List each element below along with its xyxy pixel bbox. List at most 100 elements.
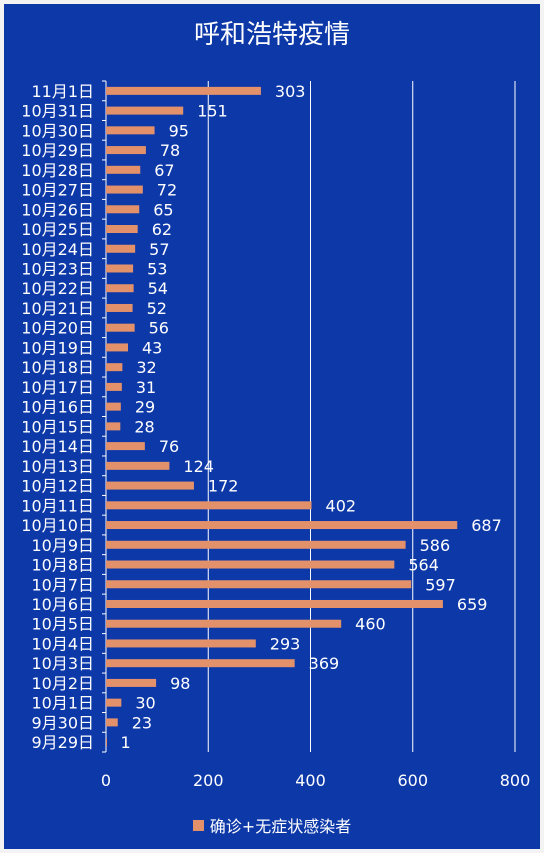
data-label: 293	[270, 634, 301, 653]
y-tick-label: 10月6日	[31, 595, 94, 614]
y-tick-label: 10月1日	[31, 694, 94, 713]
bar	[106, 284, 134, 293]
bar	[106, 363, 123, 372]
data-label: 56	[149, 319, 169, 338]
bar	[106, 126, 155, 135]
y-tick-label: 10月23日	[21, 259, 94, 278]
data-label: 57	[149, 240, 169, 259]
bar	[106, 718, 118, 727]
bar	[106, 146, 146, 155]
data-label: 30	[135, 694, 155, 713]
bar	[106, 106, 184, 115]
bar	[106, 639, 256, 648]
y-tick-label: 10月28日	[21, 161, 94, 180]
bar	[106, 185, 143, 194]
bar	[106, 382, 122, 391]
data-label: 32	[136, 358, 156, 377]
bar	[106, 244, 136, 253]
y-tick-label: 10月8日	[31, 556, 94, 575]
data-label: 54	[148, 279, 168, 298]
data-label: 564	[408, 556, 439, 575]
bar	[106, 264, 134, 273]
data-label: 28	[134, 417, 154, 436]
data-label: 62	[152, 220, 172, 239]
y-tick-label: 10月12日	[21, 477, 94, 496]
data-label: 124	[183, 457, 214, 476]
x-tick-label: 600	[397, 771, 428, 790]
bar	[106, 698, 122, 707]
bar	[106, 738, 107, 747]
data-label: 586	[420, 536, 451, 555]
y-tick-label: 10月2日	[31, 674, 94, 693]
y-tick-label: 10月9日	[31, 536, 94, 555]
legend-label: 确诊+无症状感染者	[209, 817, 352, 836]
bar	[106, 501, 312, 510]
y-tick-label: 10月4日	[31, 634, 94, 653]
bar	[106, 619, 342, 628]
bar	[106, 303, 133, 312]
y-tick-label: 10月17日	[21, 378, 94, 397]
y-tick-label: 10月14日	[21, 437, 94, 456]
bar	[106, 86, 261, 95]
data-label: 597	[425, 575, 456, 594]
y-tick-label: 10月29日	[21, 141, 94, 160]
data-label: 52	[147, 299, 167, 318]
y-tick-label: 10月21日	[21, 299, 94, 318]
bar	[106, 422, 121, 431]
legend-swatch	[192, 819, 204, 831]
x-tick-label: 200	[193, 771, 224, 790]
data-label: 95	[169, 121, 189, 140]
bar	[106, 659, 295, 668]
bar	[106, 678, 157, 687]
bar	[106, 560, 395, 569]
y-tick-label: 10月19日	[21, 338, 94, 357]
data-label: 303	[275, 82, 306, 101]
y-tick-label: 10月20日	[21, 319, 94, 338]
bar	[106, 481, 194, 490]
data-label: 659	[457, 595, 488, 614]
bar	[106, 540, 406, 549]
data-label: 53	[147, 259, 167, 278]
y-tick-label: 10月10日	[21, 516, 94, 535]
chart-frame	[4, 4, 540, 849]
bar	[106, 521, 458, 530]
y-tick-label: 10月13日	[21, 457, 94, 476]
y-tick-label: 10月27日	[21, 181, 94, 200]
y-tick-label: 9月30日	[31, 713, 94, 732]
y-tick-label: 10月7日	[31, 575, 94, 594]
data-label: 65	[153, 200, 173, 219]
chart-title: 呼和浩特疫情	[193, 20, 350, 50]
data-label: 78	[160, 141, 180, 160]
y-tick-label: 10月30日	[21, 121, 94, 140]
bar	[106, 343, 128, 352]
y-tick-label: 10月31日	[21, 102, 94, 121]
bar	[106, 205, 140, 214]
data-label: 72	[157, 181, 177, 200]
data-label: 98	[170, 674, 190, 693]
data-label: 1	[121, 733, 131, 752]
bar	[106, 461, 170, 470]
y-tick-label: 10月3日	[31, 654, 94, 673]
y-tick-label: 10月5日	[31, 615, 94, 634]
y-tick-label: 10月18日	[21, 358, 94, 377]
bar	[106, 402, 121, 411]
bar	[106, 323, 135, 332]
y-tick-label: 10月15日	[21, 417, 94, 436]
y-tick-label: 10月24日	[21, 240, 94, 259]
data-label: 23	[132, 713, 152, 732]
data-label: 687	[471, 516, 502, 535]
x-tick-label: 800	[500, 771, 531, 790]
y-tick-label: 10月22日	[21, 279, 94, 298]
bar	[106, 165, 141, 174]
bar	[106, 599, 443, 608]
data-label: 76	[159, 437, 179, 456]
data-label: 172	[208, 477, 239, 496]
data-label: 402	[326, 496, 357, 515]
x-tick-label: 0	[101, 771, 111, 790]
bar	[106, 442, 145, 451]
bar	[106, 580, 412, 589]
y-tick-label: 10月16日	[21, 398, 94, 417]
data-label: 369	[309, 654, 340, 673]
data-label: 31	[136, 378, 156, 397]
